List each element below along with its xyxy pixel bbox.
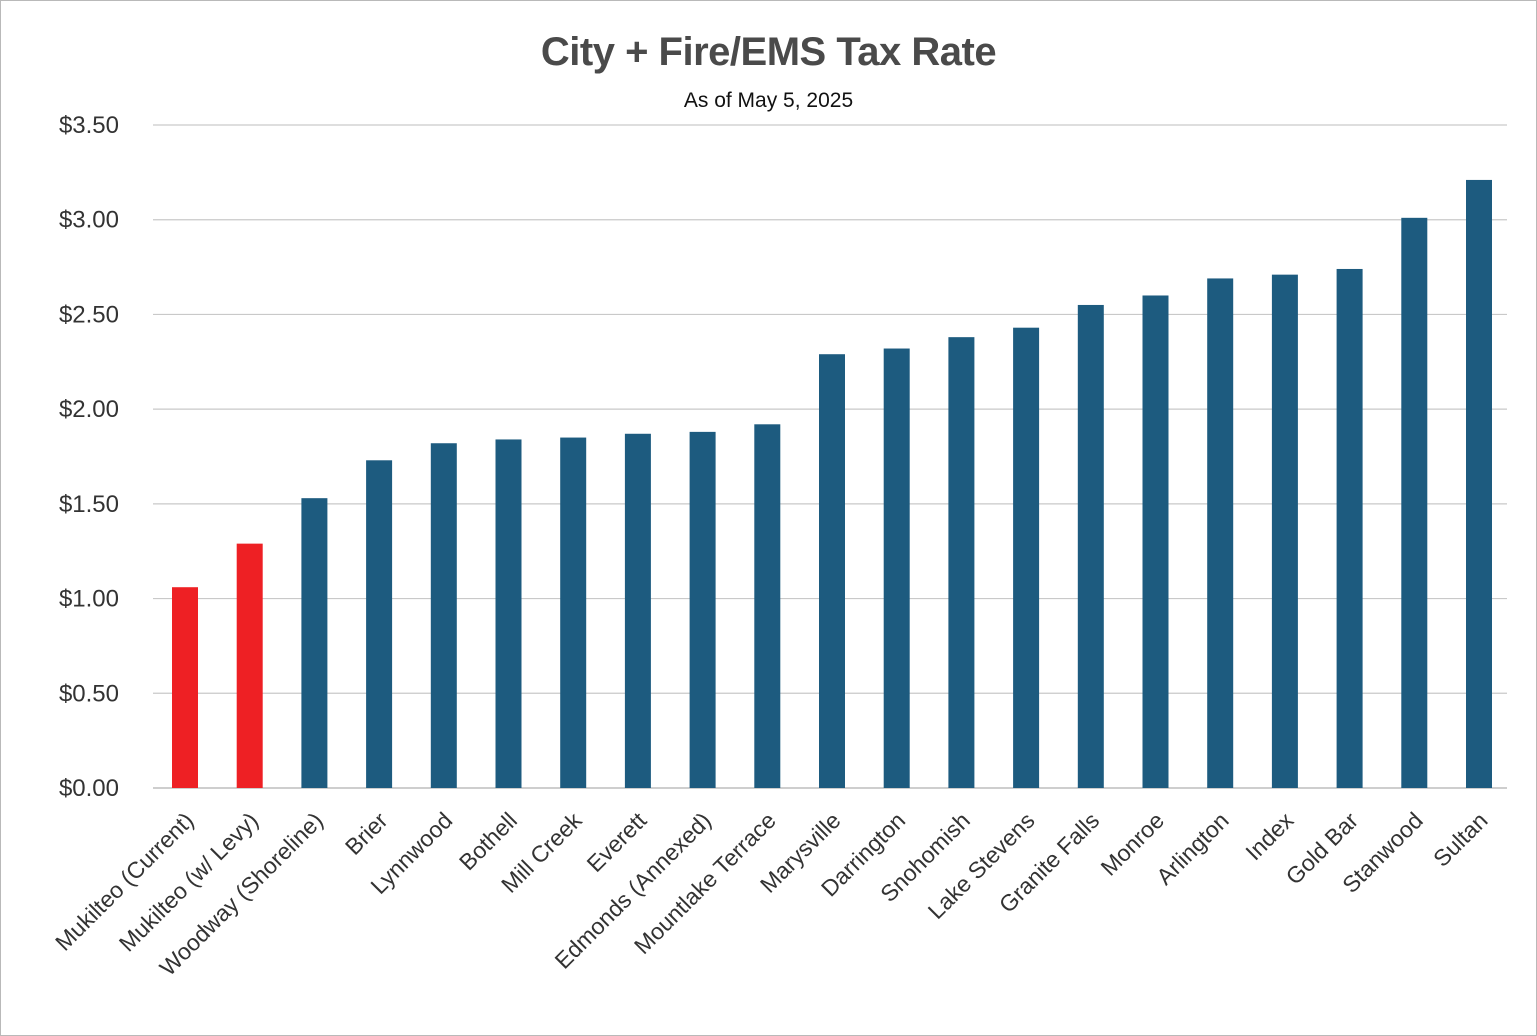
y-axis-tick-labels: $0.00 $0.50 $1.00 $1.50 $2.00 $2.50 $3.00 $3.50 <box>59 112 119 802</box>
y-tick-label: $2.00 <box>59 396 119 423</box>
y-tick-label: $1.50 <box>59 491 119 518</box>
bar-woodway-shoreline <box>301 498 328 788</box>
x-category-label: Brier <box>340 807 393 860</box>
bar-mill-creek <box>560 437 587 788</box>
bar-darrington <box>883 348 910 788</box>
y-tick-label: $2.50 <box>59 301 119 328</box>
y-tick-label: $0.50 <box>59 680 119 707</box>
bar-index <box>1271 274 1298 788</box>
bar-sultan <box>1466 179 1492 789</box>
bar-monroe <box>1142 295 1169 788</box>
bar-mountlake-terrace <box>754 424 781 788</box>
bar-marysville <box>819 354 845 788</box>
chart-title: City + Fire/EMS Tax Rate <box>540 30 997 74</box>
y-tick-label: $3.50 <box>59 112 119 139</box>
bar-gold-bar <box>1336 268 1363 789</box>
bar-mukilteo-current <box>172 587 198 788</box>
y-tick-label: $1.00 <box>59 586 119 613</box>
x-category-label: Sultan <box>1428 807 1493 872</box>
chart-subtitle: As of May 5, 2025 <box>683 89 854 112</box>
x-category-label: Index <box>1240 807 1299 866</box>
bar-lake-stevens <box>1013 327 1040 788</box>
bar-brier <box>366 460 393 788</box>
bar-mukilteo-w-levy <box>236 543 263 788</box>
bar-granite-falls <box>1077 304 1104 788</box>
y-tick-label: $0.00 <box>59 775 119 802</box>
bar-everett <box>624 433 651 788</box>
bar-edmonds-annexed <box>689 431 716 788</box>
bars <box>172 179 1492 789</box>
x-axis-category-labels: Mukilteo (Current)Mukilteo (w/ Levy)Wood… <box>50 807 1493 981</box>
bar-lynnwood <box>430 443 457 788</box>
x-category-label: Arlington <box>1151 807 1234 890</box>
bar-stanwood <box>1401 217 1428 788</box>
bar-bothell <box>495 439 522 788</box>
bar-arlington <box>1207 278 1234 788</box>
y-tick-label: $3.00 <box>59 207 119 234</box>
bar-snohomish <box>948 337 975 788</box>
